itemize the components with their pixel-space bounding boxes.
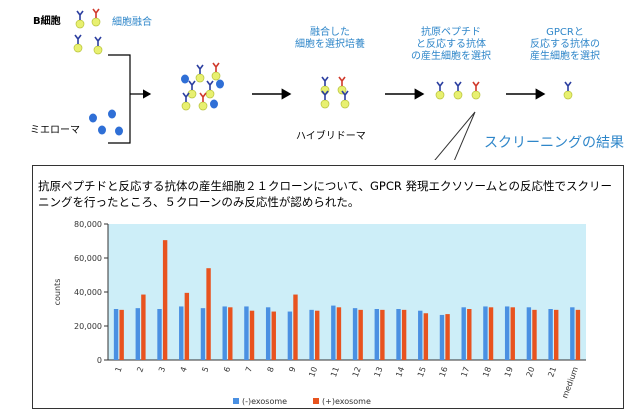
hybridoma-cells <box>320 76 350 109</box>
bar-plus-exosome <box>119 309 124 360</box>
bar-plus-exosome <box>162 240 168 360</box>
bar-minus-exosome <box>331 305 336 360</box>
y-tick-label: 40,000 <box>74 288 102 297</box>
x-tick-label: 9 <box>287 366 297 374</box>
bar-minus-exosome <box>113 309 119 360</box>
bar-minus-exosome <box>157 309 162 360</box>
bar-minus-exosome <box>526 307 532 360</box>
step1-label: 融合した 細胞を選択培養 <box>295 27 365 50</box>
fused-cells <box>181 62 224 111</box>
x-tick-label: 20 <box>525 366 537 379</box>
bar-minus-exosome <box>504 306 510 360</box>
bar-plus-exosome <box>423 313 429 360</box>
bar-plus-exosome <box>271 311 276 360</box>
y-tick-label: 60,000 <box>74 254 102 263</box>
bar-plus-exosome <box>510 307 515 360</box>
legend-label: (-)exosome <box>242 397 287 406</box>
bar-plus-exosome <box>315 310 320 360</box>
legend-swatch <box>313 398 319 404</box>
gpcr-cell <box>563 81 573 100</box>
b-cell-label: B細胞 <box>33 16 61 27</box>
b-cell-group <box>73 8 103 55</box>
x-tick-label: 21 <box>546 366 558 379</box>
x-tick-label: 15 <box>416 366 428 379</box>
bar-plus-exosome <box>488 307 494 360</box>
bar-plus-exosome <box>141 294 146 360</box>
bar-plus-exosome <box>532 309 537 360</box>
bar-minus-exosome <box>309 309 314 360</box>
x-tick-label: 7 <box>244 366 254 374</box>
x-tick-label: 16 <box>438 366 450 379</box>
legend-swatch <box>233 398 239 404</box>
bar-minus-exosome <box>483 306 488 360</box>
x-tick-label: 18 <box>481 366 493 379</box>
y-tick-label: 20,000 <box>74 322 102 331</box>
bar-minus-exosome <box>287 311 293 360</box>
bar-minus-exosome <box>418 310 423 360</box>
bar-minus-exosome <box>135 308 140 360</box>
bar-minus-exosome <box>461 307 466 360</box>
bar-minus-exosome <box>222 306 227 360</box>
merge-bracket <box>108 54 150 144</box>
bar-plus-exosome <box>401 309 407 360</box>
y-axis-label: counts <box>53 279 62 306</box>
x-tick-label: 14 <box>394 366 406 379</box>
y-tick-label: 80,000 <box>74 220 102 229</box>
x-tick-label: 10 <box>307 366 319 379</box>
bar-minus-exosome <box>200 308 206 360</box>
selected-cells <box>435 81 481 100</box>
y-tick-label: 0 <box>97 356 102 365</box>
callout-text: 抗原ペプチドと反応する抗体の産生細胞２１クローンについて、GPCR 発現エクソソ… <box>38 179 613 209</box>
bar-plus-exosome <box>293 294 298 360</box>
x-tick-label: medium <box>560 365 580 399</box>
myeloma-group <box>89 109 123 136</box>
bar-minus-exosome <box>244 306 249 360</box>
myeloma-label: ミエローマ <box>30 125 80 136</box>
x-tick-label: 17 <box>459 366 471 379</box>
hybridoma-label: ハイブリドーマ <box>296 131 366 142</box>
bar-plus-exosome <box>380 309 385 360</box>
bar-minus-exosome <box>179 306 184 360</box>
bar-minus-exosome <box>548 309 553 360</box>
x-tick-label: 6 <box>222 366 232 374</box>
bar-plus-exosome <box>358 309 363 360</box>
x-tick-label: 19 <box>503 366 515 379</box>
callout-box: 抗原ペプチドと反応する抗体の産生細胞２１クローンについて、GPCR 発現エクソソ… <box>32 165 624 409</box>
x-tick-label: 2 <box>135 366 145 374</box>
x-tick-label: 5 <box>200 366 210 374</box>
bar-minus-exosome <box>439 314 445 360</box>
x-tick-label: 11 <box>329 366 341 379</box>
bar-plus-exosome <box>228 307 233 360</box>
bar-minus-exosome <box>265 307 271 360</box>
callout-pointer <box>434 111 476 160</box>
bar-minus-exosome <box>374 309 379 360</box>
x-tick-label: 12 <box>351 366 363 379</box>
bar-minus-exosome <box>352 308 358 360</box>
bar-plus-exosome <box>249 310 255 360</box>
bar-plus-exosome <box>575 309 581 360</box>
bar-plus-exosome <box>184 292 190 360</box>
bar-plus-exosome <box>336 307 342 360</box>
step2-label: 抗原ペプチド と反応する抗体 の産生細胞を選択 <box>411 27 491 62</box>
bar-minus-exosome <box>396 309 401 360</box>
bar-plus-exosome <box>554 309 559 360</box>
step3-label: GPCRと 反応する抗体の 産生細胞を選択 <box>530 27 600 62</box>
bar-plus-exosome <box>445 314 450 360</box>
x-tick-label: 1 <box>114 366 124 374</box>
legend-label: (+)exosome <box>322 397 371 406</box>
x-tick-label: 4 <box>179 366 189 374</box>
x-tick-label: 3 <box>157 366 167 374</box>
bar-plus-exosome <box>206 268 211 360</box>
fusion-label: 細胞融合 <box>112 17 152 28</box>
result-title: スクリーニングの結果 <box>484 135 624 151</box>
x-tick-label: 13 <box>373 366 385 379</box>
x-tick-label: 8 <box>266 366 276 374</box>
process-diagram <box>73 8 573 160</box>
bar-plus-exosome <box>467 309 472 360</box>
bar-minus-exosome <box>570 307 575 360</box>
